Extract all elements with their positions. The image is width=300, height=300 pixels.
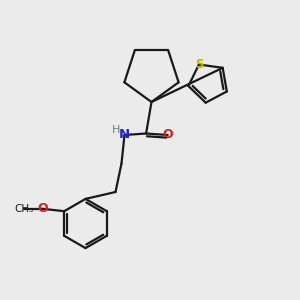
Text: O: O <box>162 128 173 142</box>
Text: CH₃: CH₃ <box>14 204 34 214</box>
Text: S: S <box>195 58 203 71</box>
Text: H: H <box>112 124 120 135</box>
Text: O: O <box>37 202 48 215</box>
Text: N: N <box>119 128 130 142</box>
